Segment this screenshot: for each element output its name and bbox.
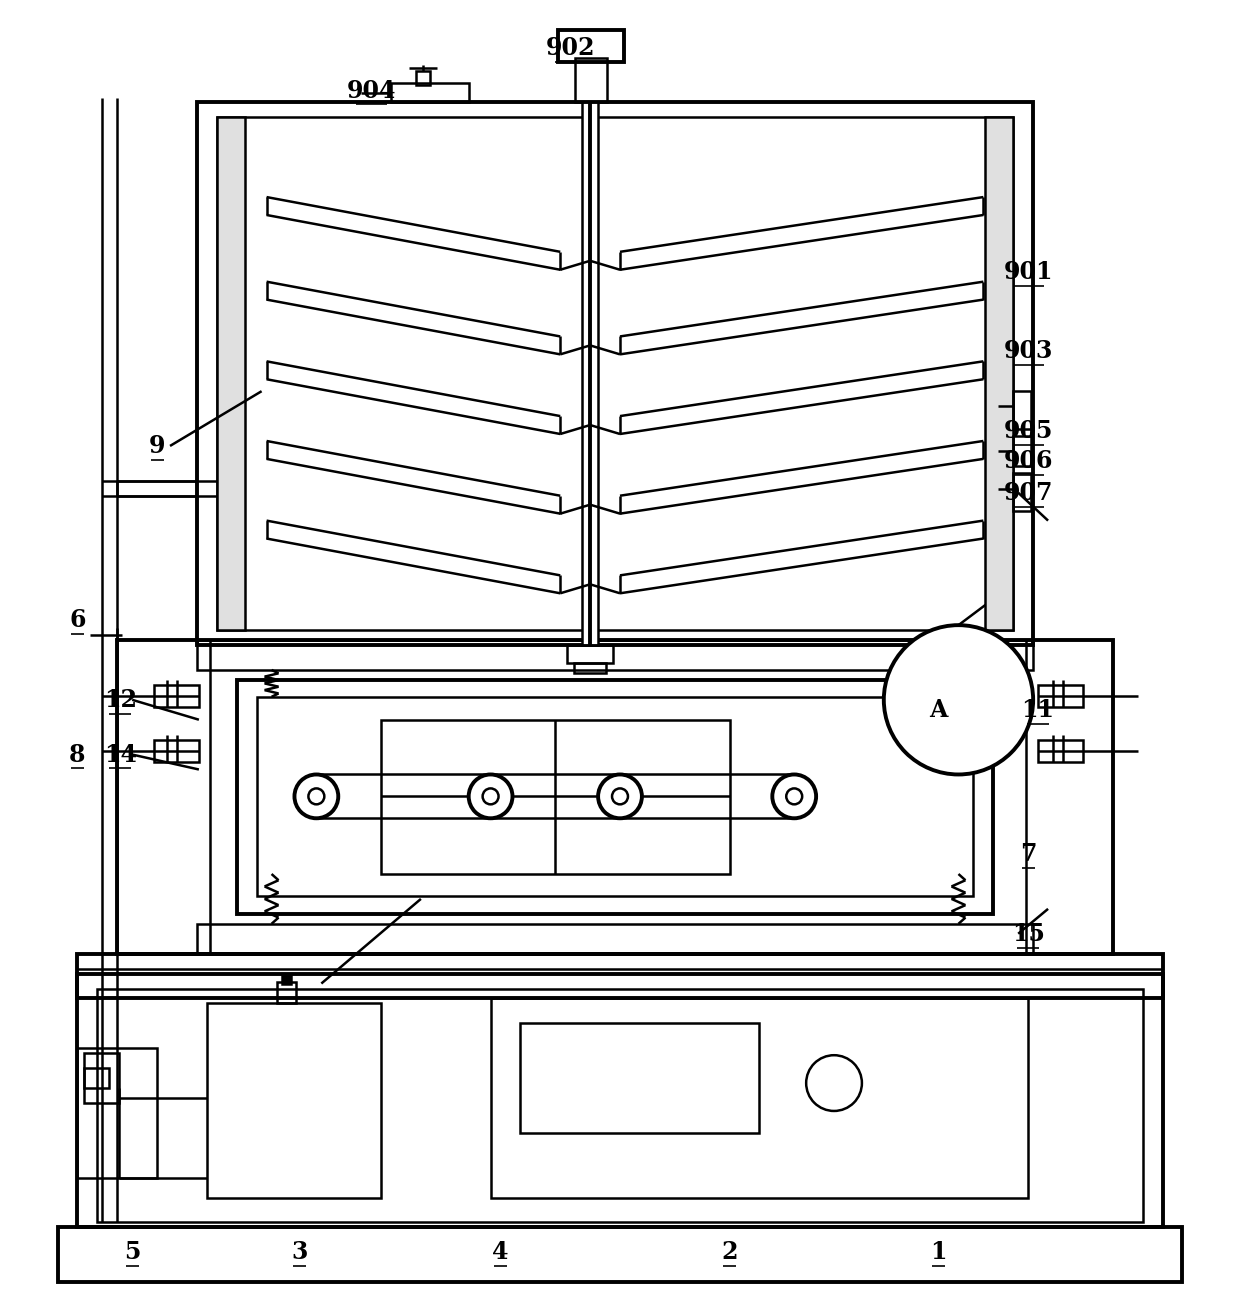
- Circle shape: [613, 788, 627, 804]
- Bar: [257, 696, 973, 896]
- Bar: [381, 720, 729, 874]
- Text: 5: 5: [124, 1240, 140, 1264]
- Bar: [491, 999, 1028, 1197]
- Text: 15: 15: [1012, 921, 1044, 946]
- Bar: [558, 30, 624, 62]
- Text: 2: 2: [722, 1240, 738, 1264]
- Bar: [281, 974, 291, 984]
- Circle shape: [294, 774, 339, 819]
- Bar: [1013, 392, 1032, 430]
- Bar: [154, 685, 198, 707]
- Bar: [1013, 436, 1032, 466]
- Bar: [77, 974, 1163, 1227]
- Text: 1: 1: [930, 1240, 947, 1264]
- Text: 904: 904: [346, 79, 396, 102]
- Text: 11: 11: [1022, 698, 1054, 721]
- Bar: [521, 1024, 759, 1133]
- Bar: [277, 982, 296, 1004]
- Text: 14: 14: [104, 742, 136, 766]
- Circle shape: [482, 788, 498, 804]
- Circle shape: [786, 788, 802, 804]
- Text: 905: 905: [1003, 419, 1053, 443]
- Circle shape: [309, 788, 325, 804]
- Text: 906: 906: [1003, 449, 1053, 473]
- Text: A: A: [929, 698, 947, 721]
- Bar: [1013, 473, 1032, 511]
- Bar: [207, 1004, 381, 1197]
- Text: 902: 902: [546, 35, 595, 59]
- Text: 901: 901: [1003, 260, 1053, 284]
- Text: 8: 8: [69, 742, 86, 766]
- Text: 903: 903: [1003, 339, 1053, 364]
- Bar: [57, 1227, 1183, 1282]
- Circle shape: [598, 774, 642, 819]
- Bar: [582, 102, 598, 645]
- Text: 9: 9: [149, 434, 165, 459]
- Text: 4: 4: [492, 1240, 508, 1264]
- Bar: [1038, 685, 1083, 707]
- Bar: [98, 988, 1142, 1222]
- Bar: [567, 645, 613, 664]
- Circle shape: [469, 774, 512, 819]
- Bar: [986, 117, 1013, 631]
- Bar: [77, 1049, 157, 1177]
- Circle shape: [773, 774, 816, 819]
- Bar: [415, 71, 430, 84]
- Text: 3: 3: [291, 1240, 308, 1264]
- Text: 7: 7: [1021, 842, 1037, 866]
- Bar: [575, 58, 608, 102]
- Bar: [84, 1054, 119, 1102]
- Bar: [197, 640, 1033, 670]
- Bar: [217, 117, 1013, 631]
- Bar: [77, 954, 1163, 999]
- Bar: [84, 1068, 109, 1088]
- Bar: [574, 664, 606, 673]
- Bar: [197, 102, 1033, 645]
- Bar: [1038, 740, 1083, 762]
- Circle shape: [884, 625, 1033, 774]
- Bar: [154, 740, 198, 762]
- Bar: [118, 640, 1112, 954]
- Text: 6: 6: [69, 608, 86, 632]
- Text: 907: 907: [1003, 481, 1053, 505]
- Bar: [197, 924, 1033, 954]
- Text: 12: 12: [104, 687, 136, 712]
- Bar: [391, 83, 469, 102]
- Bar: [237, 679, 993, 913]
- Bar: [217, 117, 244, 631]
